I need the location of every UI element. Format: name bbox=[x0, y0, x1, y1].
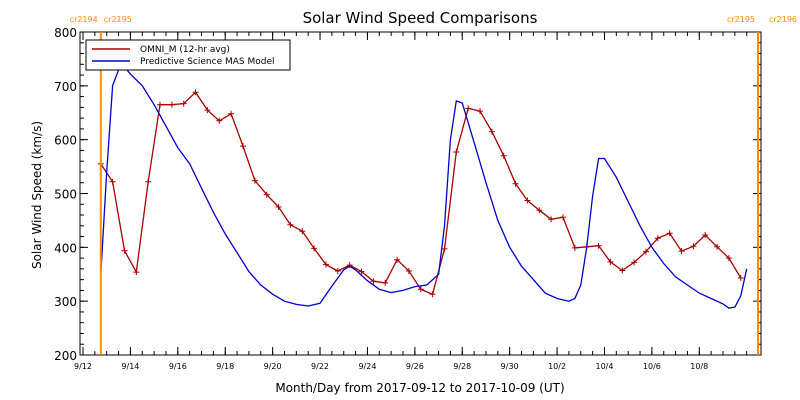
data-point bbox=[595, 242, 602, 249]
series-line-omni bbox=[100, 91, 742, 296]
data-point bbox=[607, 258, 614, 265]
data-point bbox=[145, 178, 152, 185]
data-point bbox=[560, 214, 566, 221]
data-point bbox=[109, 178, 116, 185]
x-tick-label: 9/30 bbox=[501, 362, 519, 371]
y-tick-label: 300 bbox=[54, 295, 77, 309]
data-point bbox=[405, 268, 412, 274]
data-point bbox=[417, 286, 424, 293]
data-point bbox=[536, 207, 543, 214]
data-point bbox=[192, 89, 199, 96]
data-point bbox=[180, 100, 187, 107]
legend-label-mas: Predictive Science MAS Model bbox=[140, 57, 275, 67]
x-tick-label: 10/2 bbox=[548, 362, 566, 371]
data-point bbox=[287, 221, 294, 228]
data-point bbox=[678, 248, 685, 255]
data-point bbox=[370, 278, 377, 285]
y-tick-label: 200 bbox=[54, 349, 77, 363]
x-tick-label: 9/14 bbox=[121, 362, 139, 371]
x-tick-label: 9/22 bbox=[311, 362, 329, 371]
x-tick-label: 9/28 bbox=[453, 362, 471, 371]
data-point bbox=[346, 262, 353, 269]
rotation-label-left: cr2194 bbox=[70, 15, 98, 24]
rotation-label-left: cr2195 bbox=[727, 15, 755, 24]
data-point bbox=[571, 244, 578, 251]
data-point bbox=[619, 267, 626, 274]
rotation-label-right: cr2195 bbox=[104, 15, 132, 24]
data-point bbox=[240, 143, 246, 150]
data-point bbox=[323, 261, 329, 268]
chart-title: Solar Wind Speed Comparisons bbox=[303, 9, 538, 27]
data-point bbox=[666, 230, 673, 237]
data-point bbox=[477, 108, 483, 115]
legend: OMNI_M (12-hr avg) Predictive Science MA… bbox=[85, 39, 291, 71]
y-tick-label: 800 bbox=[54, 26, 77, 40]
y-tick-label: 400 bbox=[54, 241, 77, 255]
data-point bbox=[737, 275, 744, 281]
data-point bbox=[263, 191, 270, 198]
data-point bbox=[524, 197, 531, 204]
y-tick-label: 500 bbox=[54, 188, 77, 202]
y-axis-label: Solar Wind Speed (km/s) bbox=[30, 121, 44, 269]
data-point bbox=[465, 105, 472, 112]
x-tick-label: 9/20 bbox=[264, 362, 282, 371]
data-point bbox=[714, 243, 721, 250]
x-tick-label: 9/12 bbox=[74, 362, 92, 371]
data-point bbox=[275, 204, 282, 210]
data-point bbox=[168, 101, 175, 108]
data-point bbox=[311, 245, 318, 252]
x-tick-label: 10/4 bbox=[595, 362, 613, 371]
data-point bbox=[702, 232, 709, 238]
data-point bbox=[500, 152, 507, 159]
data-point bbox=[441, 245, 448, 252]
data-point bbox=[382, 279, 389, 286]
data-point bbox=[121, 247, 128, 254]
data-point bbox=[299, 228, 306, 235]
data-point bbox=[216, 117, 223, 124]
rotation-label-right: cr2196 bbox=[769, 15, 797, 24]
data-point bbox=[157, 101, 163, 108]
data-point bbox=[631, 259, 638, 266]
data-point bbox=[429, 291, 436, 298]
data-point bbox=[228, 110, 235, 117]
x-tick-label: 9/18 bbox=[216, 362, 234, 371]
rotation-markers: cr2194 cr2195 cr2195 cr2196 bbox=[70, 15, 797, 355]
legend-label-omni: OMNI_M (12-hr avg) bbox=[140, 45, 230, 55]
y-tick-label: 600 bbox=[54, 134, 77, 148]
series-layer bbox=[97, 66, 748, 309]
data-point bbox=[358, 268, 365, 275]
data-point bbox=[251, 177, 258, 184]
x-axis: 9/12 9/14 9/16 9/18 9/20 9/22 9/24 9/26 9/28 9/30… bbox=[74, 32, 760, 371]
x-tick-label: 9/16 bbox=[169, 362, 187, 371]
data-point bbox=[512, 180, 519, 187]
data-point bbox=[690, 243, 697, 250]
plot-frame bbox=[79, 31, 762, 356]
data-point bbox=[488, 128, 495, 135]
legend-box bbox=[85, 39, 291, 71]
data-point bbox=[643, 248, 649, 255]
data-point bbox=[133, 269, 140, 276]
x-tick-label: 10/8 bbox=[690, 362, 708, 371]
x-tick-label: 10/6 bbox=[643, 362, 661, 371]
data-point bbox=[725, 255, 732, 262]
data-point bbox=[204, 107, 211, 114]
y-tick-label: 700 bbox=[54, 80, 77, 94]
x-axis-label: Month/Day from 2017-09-12 to 2017-10-09 … bbox=[275, 381, 564, 395]
data-point bbox=[548, 216, 555, 223]
y-axis: 200 300 400 500 600 700 800 bbox=[54, 26, 761, 363]
series-line-mas bbox=[100, 66, 748, 309]
data-point bbox=[654, 235, 661, 242]
data-point bbox=[453, 149, 460, 155]
data-point bbox=[394, 256, 401, 263]
data-point bbox=[334, 268, 341, 274]
x-tick-label: 9/26 bbox=[406, 362, 424, 371]
x-tick-label: 9/24 bbox=[358, 362, 376, 371]
